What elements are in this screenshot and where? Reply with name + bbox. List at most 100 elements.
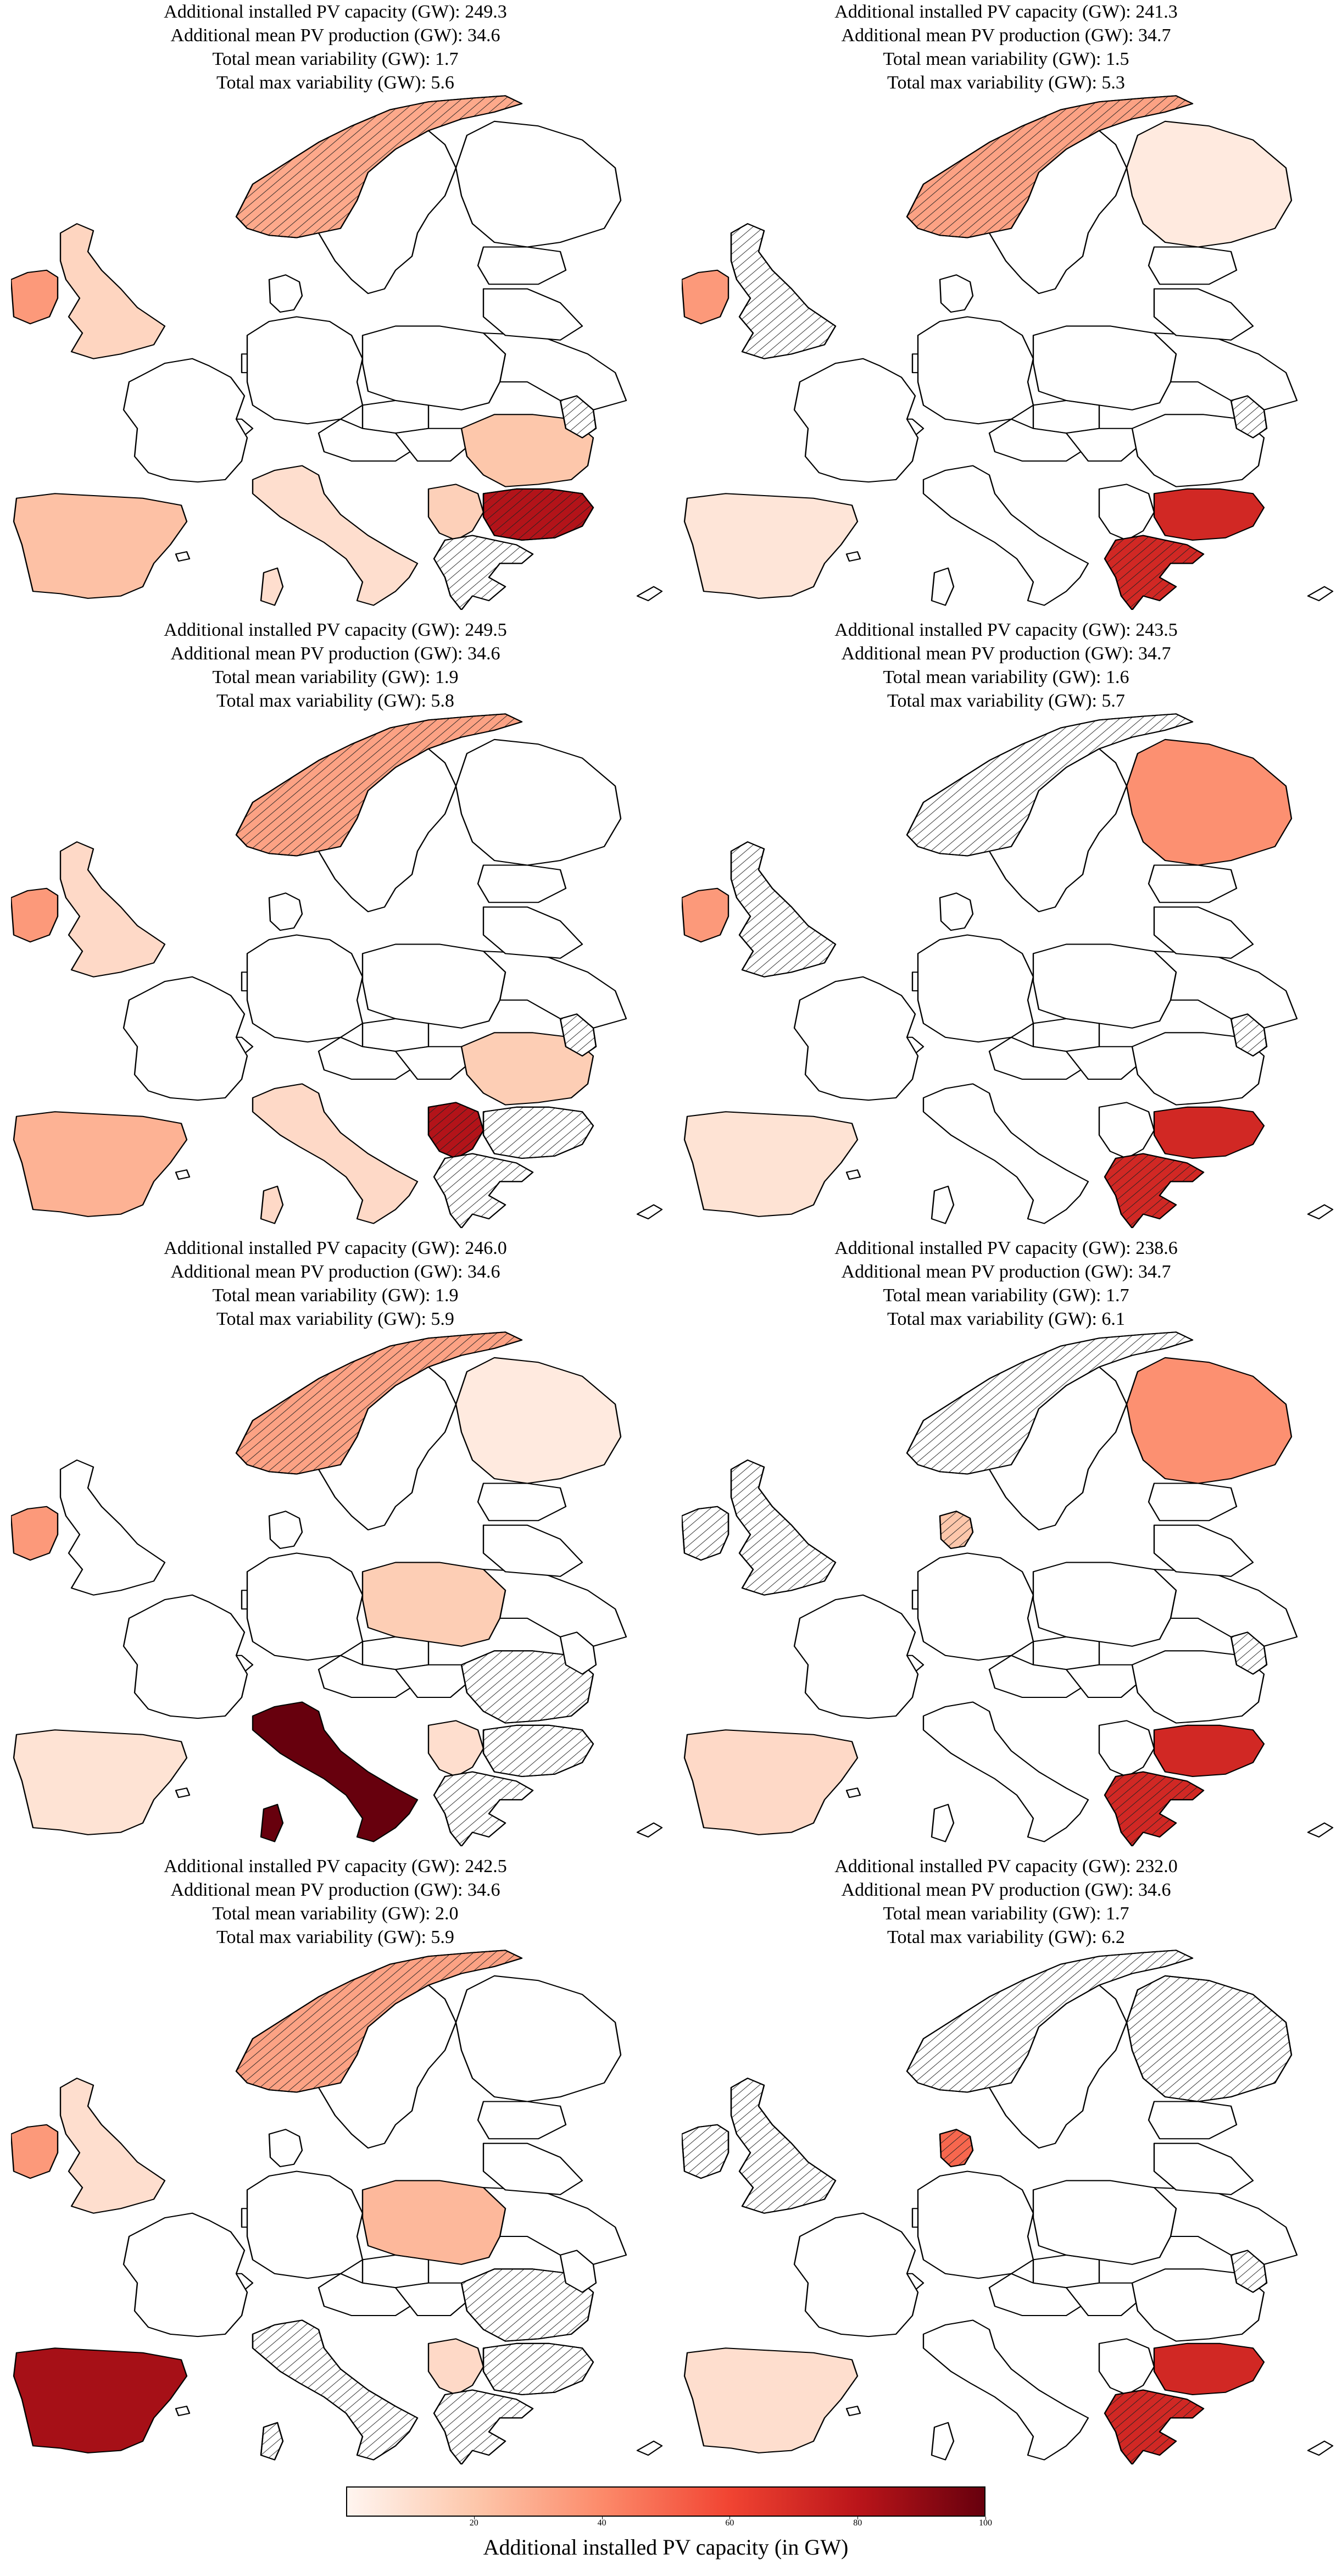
country-shape	[482, 332, 627, 410]
colorbar-tick-mark	[985, 2517, 986, 2519]
country-it	[922, 465, 1089, 606]
country-se	[318, 130, 457, 295]
country-hatch-md	[1230, 395, 1268, 438]
country-fr	[122, 976, 248, 1101]
country-se	[988, 130, 1128, 295]
country-se	[318, 748, 457, 913]
stat-line: Total max variability (GW): 5.9	[216, 1927, 454, 1947]
country-pl	[361, 2180, 506, 2265]
country-ie	[11, 2124, 59, 2179]
colorbar-gradient	[346, 2486, 985, 2517]
country-shape	[1065, 1046, 1139, 1080]
country-dk	[268, 892, 303, 931]
country-hatch-bg	[482, 488, 594, 541]
country-bg	[1153, 1106, 1265, 1159]
country-ie	[11, 887, 59, 943]
stat-line: Additional mean PV production (GW): 34.6	[170, 1262, 500, 1282]
stat-line: Additional installed PV capacity (GW): 2…	[164, 1238, 507, 1258]
stat-line: Total max variability (GW): 5.8	[216, 691, 454, 711]
country-de	[246, 934, 364, 1043]
country-shape	[175, 1787, 191, 1798]
country-shape	[1307, 1204, 1334, 1220]
country-hatch-gr	[433, 535, 534, 610]
country-shape	[1153, 951, 1298, 1029]
country-shape	[845, 551, 861, 562]
country-hatch-no	[906, 713, 1194, 857]
country-rs	[427, 1720, 485, 1777]
panel-stats: Additional installed PV capacity (GW): 2…	[671, 618, 1341, 713]
country-ro	[1131, 1032, 1265, 1106]
country-shape	[1148, 864, 1238, 903]
stat-line: Total mean variability (GW): 1.7	[883, 1903, 1129, 1924]
country-hatch-ro	[460, 2268, 594, 2342]
country-it	[252, 1083, 419, 1224]
country-de	[917, 2170, 1034, 2279]
country-shape	[1065, 1664, 1139, 1698]
country-shape	[175, 2406, 191, 2417]
country-hatch-bg	[482, 2342, 594, 2395]
panel-stats: Additional installed PV capacity (GW): 2…	[0, 1236, 671, 1331]
country-it	[252, 465, 419, 606]
country-se	[988, 748, 1128, 913]
stat-line: Total mean variability (GW): 1.7	[212, 49, 459, 69]
country-es	[683, 1111, 859, 1217]
country-hatch-gr	[1104, 1771, 1205, 1846]
europe-map	[11, 95, 663, 610]
colorbar-tick-label: 80	[853, 2518, 862, 2528]
country-shape	[1153, 1569, 1298, 1647]
country-ro	[1131, 1650, 1265, 1724]
stat-line: Additional installed PV capacity (GW): 2…	[834, 1856, 1178, 1877]
country-shape	[175, 1169, 191, 1180]
country-de	[917, 316, 1034, 425]
country-rs	[427, 2338, 485, 2395]
stat-line: Additional mean PV production (GW): 34.6	[170, 25, 500, 46]
stat-line: Additional installed PV capacity (GW): 2…	[834, 620, 1178, 640]
country-hatch-bg	[482, 1106, 594, 1159]
country-rs	[427, 484, 485, 541]
country-rs	[1098, 484, 1155, 541]
country-hatch-ie	[682, 1506, 730, 1561]
colorbar-tick-mark	[857, 2517, 859, 2519]
country-ro	[1131, 2268, 1265, 2342]
country-bg	[1153, 488, 1265, 541]
europe-map	[682, 1331, 1334, 1846]
stat-line: Total mean variability (GW): 1.9	[212, 667, 459, 687]
country-shape	[636, 1204, 663, 1220]
country-fr	[122, 1594, 248, 1719]
stat-line: Additional installed PV capacity (GW): 2…	[164, 620, 507, 640]
panel-stats: Additional installed PV capacity (GW): 2…	[671, 1855, 1341, 1949]
colorbar-tick-label: 60	[725, 2518, 734, 2528]
country-hatch-bg	[482, 1724, 594, 1777]
map-panel: Additional installed PV capacity (GW): 2…	[671, 1236, 1341, 1855]
country-shape	[482, 1524, 583, 1577]
country-es	[13, 1111, 188, 1217]
colorbar-tick-label: 20	[469, 2518, 478, 2528]
country-pl	[1032, 325, 1177, 410]
country-dk	[268, 1511, 303, 1550]
panel-stats: Additional installed PV capacity (GW): 2…	[671, 0, 1341, 95]
country-rs	[1098, 1720, 1155, 1777]
country-hatch-ro	[460, 1650, 594, 1724]
panel-stats: Additional installed PV capacity (GW): 2…	[0, 618, 671, 713]
country-fi	[455, 1357, 622, 1484]
country-hatch-no	[235, 713, 523, 857]
map-panel: Additional installed PV capacity (GW): 2…	[0, 1236, 671, 1855]
country-shape	[636, 1822, 663, 1838]
country-hatch-dk	[939, 1511, 974, 1550]
country-hatch-no	[235, 1331, 523, 1475]
country-ie	[11, 1506, 59, 1561]
country-bg	[1153, 1724, 1265, 1777]
country-shape	[318, 1036, 419, 1080]
map-panel: Additional installed PV capacity (GW): 2…	[0, 618, 671, 1236]
country-shape	[394, 428, 468, 462]
stat-line: Total max variability (GW): 5.3	[887, 73, 1125, 93]
country-pl	[361, 1562, 506, 1647]
stat-line: Total mean variability (GW): 1.5	[883, 49, 1129, 69]
country-shape	[1065, 2282, 1139, 2317]
country-bg	[1153, 2342, 1265, 2395]
europe-map	[682, 95, 1334, 610]
country-shape	[477, 864, 567, 903]
country-shape	[1032, 1636, 1100, 1670]
country-hatch-md	[559, 395, 597, 438]
country-gb	[59, 223, 166, 359]
